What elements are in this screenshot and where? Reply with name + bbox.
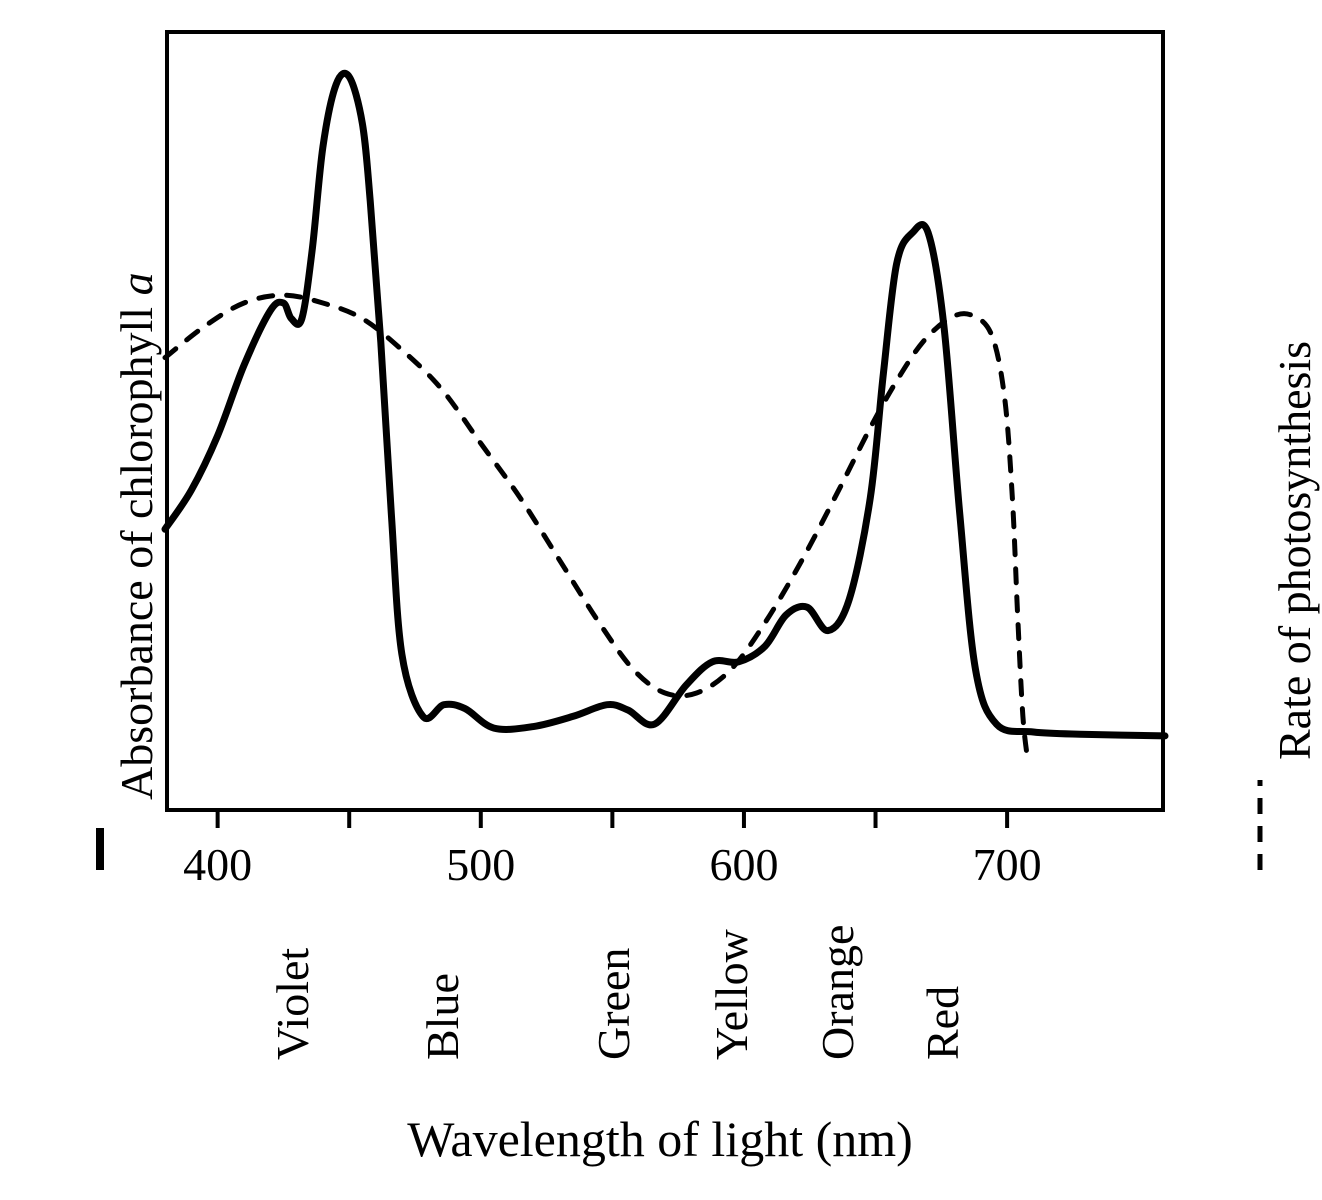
x-category-yellow: Yellow [705,929,758,1060]
y-axis-left-label: Absorbance of chlorophyll a [110,272,163,800]
x-tick-500: 500 [446,838,515,891]
y-axis-right-label: Rate of photosynthesis [1268,341,1321,760]
x-tick-400: 400 [183,838,252,891]
series-rate_photosynthesis [165,295,1028,763]
x-category-blue: Blue [416,973,469,1060]
series-absorbance [165,73,1165,736]
x-category-orange: Orange [811,925,864,1060]
figure: Absorbance of chlorophyll a Rate of phot… [0,0,1322,1200]
x-tick-700: 700 [973,838,1042,891]
x-category-green: Green [587,948,640,1060]
x-category-red: Red [916,986,969,1060]
x-tick-600: 600 [709,838,778,891]
x-category-violet: Violet [266,948,319,1060]
chart-svg [0,0,1322,1200]
x-axis-label: Wavelength of light (nm) [407,1110,913,1168]
